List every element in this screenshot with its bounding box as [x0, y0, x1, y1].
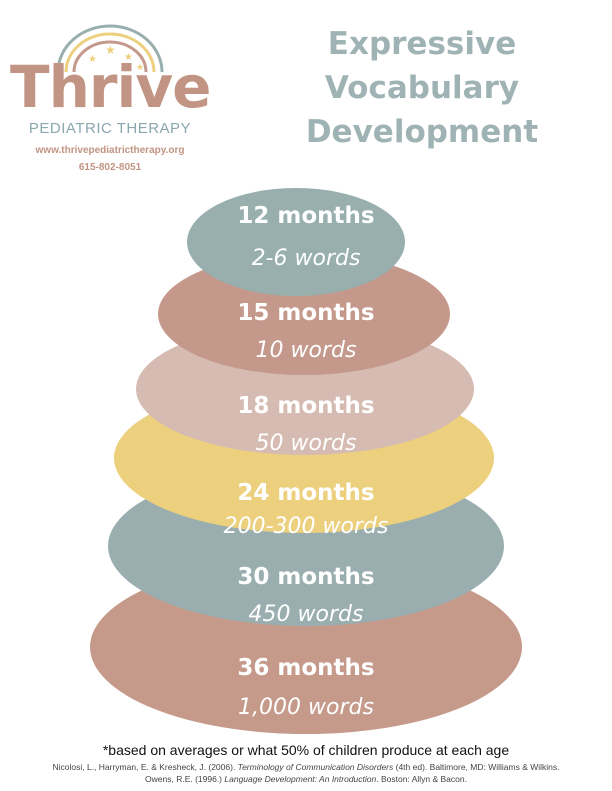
svg-text:★: ★: [88, 54, 97, 65]
words-label: 2-6 words: [251, 246, 361, 271]
logo-subtitle: PEDIATRIC THERAPY: [28, 120, 192, 137]
layer-12-months: [187, 188, 405, 296]
footnote: *based on averages or what 50% of childr…: [102, 742, 510, 758]
age-label: 15 months: [237, 300, 375, 326]
age-label: 36 months: [237, 655, 375, 681]
age-label: 30 months: [237, 564, 375, 590]
citation-1-authors: Nicolosi, L., Harryman, E. & Kresheck, J…: [52, 762, 238, 772]
logo-brand: Thrive: [10, 53, 211, 121]
website-link[interactable]: www.thrivepediatrictherapy.org: [35, 145, 185, 156]
citation-1-title: Terminology of Communication Disorders: [237, 762, 394, 772]
citation-2-publisher: . Boston: Allyn & Bacon.: [376, 774, 467, 784]
citation-2: Owens, R.E. (1996.) Language Development…: [0, 774, 612, 784]
words-label: 1,000 words: [238, 695, 374, 720]
age-label: 12 months: [237, 203, 375, 229]
phone-number: 615-802-8051: [78, 162, 142, 173]
words-label: 450 words: [248, 602, 364, 627]
rainbow-stars-icon: ★ ★ ★ ★: [56, 24, 164, 73]
words-label: 200-300 words: [223, 514, 389, 539]
age-label: 24 months: [237, 480, 375, 506]
citation-1-publisher: (4th ed). Baltimore, MD: Williams & Wilk…: [393, 762, 560, 772]
svg-text:★: ★: [124, 52, 133, 63]
page-title: Expressive Vocabulary Development: [262, 22, 582, 154]
thrive-logo: ★ ★ ★ ★ Thrive PEDIATRIC THERAPY www.thr…: [10, 20, 211, 173]
citation-1: Nicolosi, L., Harryman, E. & Kresheck, J…: [0, 762, 612, 772]
citation-2-authors: Owens, R.E. (1996.): [145, 774, 225, 784]
title-line-1: Expressive: [327, 26, 517, 62]
title-line-2: Vocabulary: [324, 70, 520, 106]
age-label: 18 months: [237, 393, 375, 419]
citation-2-title: Language Development: An Introduction: [224, 774, 377, 784]
words-label: 10 words: [255, 338, 357, 363]
title-line-3: Development: [305, 114, 539, 150]
svg-text:★: ★: [105, 43, 116, 57]
svg-text:★: ★: [136, 63, 144, 73]
words-label: 50 words: [255, 431, 357, 456]
